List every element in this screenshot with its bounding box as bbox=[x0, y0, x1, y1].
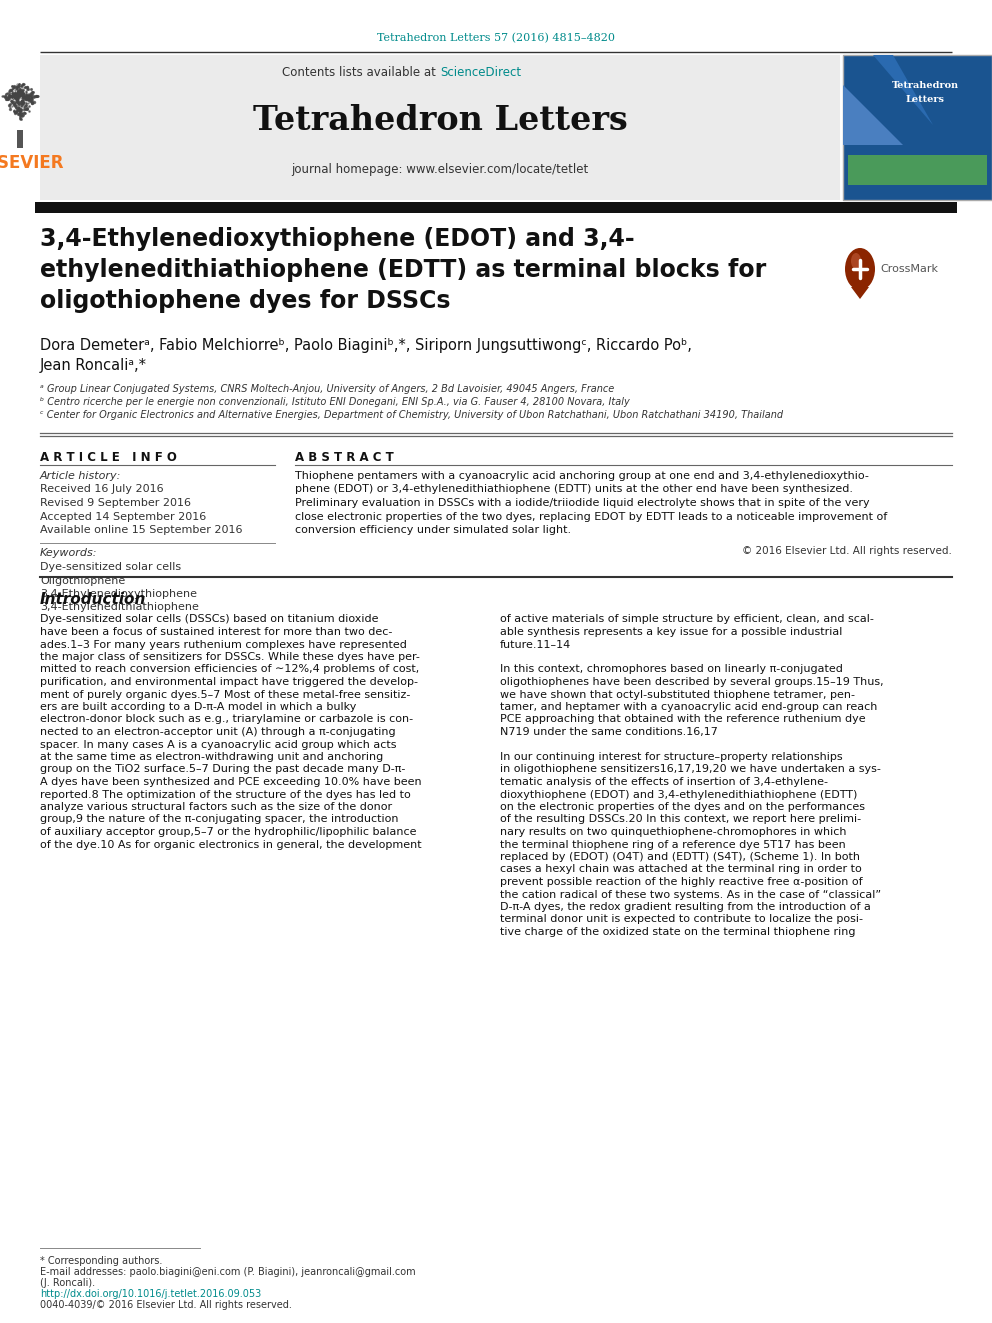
Text: 0040-4039/© 2016 Elsevier Ltd. All rights reserved.: 0040-4039/© 2016 Elsevier Ltd. All right… bbox=[40, 1301, 292, 1310]
Text: terminal donor unit is expected to contribute to localize the posi-: terminal donor unit is expected to contr… bbox=[500, 914, 863, 925]
Text: http://dx.doi.org/10.1016/j.tetlet.2016.09.053: http://dx.doi.org/10.1016/j.tetlet.2016.… bbox=[40, 1289, 261, 1299]
Text: Received 16 July 2016: Received 16 July 2016 bbox=[40, 484, 164, 495]
Text: In this context, chromophores based on linearly π-conjugated: In this context, chromophores based on l… bbox=[500, 664, 843, 675]
Text: A B S T R A C T: A B S T R A C T bbox=[295, 451, 394, 464]
Text: replaced by (EDOT) (O4T) and (EDTT) (S4T), (Scheme 1). In both: replaced by (EDOT) (O4T) and (EDTT) (S4T… bbox=[500, 852, 860, 863]
Text: nary results on two quinquethiophene-chromophores in which: nary results on two quinquethiophene-chr… bbox=[500, 827, 846, 837]
Polygon shape bbox=[843, 85, 903, 146]
Text: of active materials of simple structure by efficient, clean, and scal-: of active materials of simple structure … bbox=[500, 614, 874, 624]
Text: able synthesis represents a key issue for a possible industrial: able synthesis represents a key issue fo… bbox=[500, 627, 842, 636]
Text: A R T I C L E   I N F O: A R T I C L E I N F O bbox=[40, 451, 177, 464]
Text: oligothiophene dyes for DSSCs: oligothiophene dyes for DSSCs bbox=[40, 288, 450, 314]
Text: Tetrahedron Letters: Tetrahedron Letters bbox=[253, 103, 627, 136]
Text: Thiophene pentamers with a cyanoacrylic acid anchoring group at one end and 3,4-: Thiophene pentamers with a cyanoacrylic … bbox=[295, 471, 869, 482]
Text: ᶜ Center for Organic Electronics and Alternative Energies, Department of Chemist: ᶜ Center for Organic Electronics and Alt… bbox=[40, 410, 783, 419]
Text: Available online 15 September 2016: Available online 15 September 2016 bbox=[40, 525, 242, 534]
Text: Article history:: Article history: bbox=[40, 471, 121, 482]
Bar bbox=[848, 155, 987, 185]
Bar bbox=[843, 56, 992, 200]
Text: prevent possible reaction of the highly reactive free α-position of: prevent possible reaction of the highly … bbox=[500, 877, 863, 886]
Text: nected to an electron-acceptor unit (A) through a π-conjugating: nected to an electron-acceptor unit (A) … bbox=[40, 728, 396, 737]
Text: ers are built according to a D-π-A model in which a bulky: ers are built according to a D-π-A model… bbox=[40, 703, 356, 712]
Text: Tetrahedron: Tetrahedron bbox=[892, 81, 958, 90]
Text: Revised 9 September 2016: Revised 9 September 2016 bbox=[40, 497, 191, 508]
Text: ScienceDirect: ScienceDirect bbox=[440, 66, 521, 79]
Text: PCE approaching that obtained with the reference ruthenium dye: PCE approaching that obtained with the r… bbox=[500, 714, 866, 725]
Text: Contents lists available at: Contents lists available at bbox=[283, 66, 440, 79]
Text: 3,4-Ethylenedioxythiophene: 3,4-Ethylenedioxythiophene bbox=[40, 589, 197, 599]
Text: Dye-sensitized solar cells (DSSCs) based on titanium dioxide: Dye-sensitized solar cells (DSSCs) based… bbox=[40, 614, 379, 624]
Text: cases a hexyl chain was attached at the terminal ring in order to: cases a hexyl chain was attached at the … bbox=[500, 864, 862, 875]
Text: journal homepage: www.elsevier.com/locate/tetlet: journal homepage: www.elsevier.com/locat… bbox=[292, 164, 588, 176]
Text: group on the TiO2 surface.5–7 During the past decade many D-π-: group on the TiO2 surface.5–7 During the… bbox=[40, 765, 406, 774]
Text: (J. Roncali).: (J. Roncali). bbox=[40, 1278, 95, 1289]
Text: the major class of sensitizers for DSSCs. While these dyes have per-: the major class of sensitizers for DSSCs… bbox=[40, 652, 420, 662]
Text: on the electronic properties of the dyes and on the performances: on the electronic properties of the dyes… bbox=[500, 802, 865, 812]
Text: purification, and environmental impact have triggered the develop-: purification, and environmental impact h… bbox=[40, 677, 418, 687]
Text: * Corresponding authors.: * Corresponding authors. bbox=[40, 1256, 163, 1266]
Text: ethylenedithiathiophene (EDTT) as terminal blocks for: ethylenedithiathiophene (EDTT) as termin… bbox=[40, 258, 766, 282]
Text: 3,4-Ethylenedithiathiophene: 3,4-Ethylenedithiathiophene bbox=[40, 602, 198, 613]
Text: D-π-A dyes, the redox gradient resulting from the introduction of a: D-π-A dyes, the redox gradient resulting… bbox=[500, 902, 871, 912]
Text: Dye-sensitized solar cells: Dye-sensitized solar cells bbox=[40, 562, 182, 572]
Text: E-mail addresses: paolo.biagini@eni.com (P. Biagini), jeanroncali@gmail.com: E-mail addresses: paolo.biagini@eni.com … bbox=[40, 1267, 416, 1277]
Text: N719 under the same conditions.16,17: N719 under the same conditions.16,17 bbox=[500, 728, 718, 737]
Text: Keywords:: Keywords: bbox=[40, 549, 97, 558]
Text: Preliminary evaluation in DSSCs with a iodide/triiodide liquid electrolyte shows: Preliminary evaluation in DSSCs with a i… bbox=[295, 497, 870, 508]
Text: tive charge of the oxidized state on the terminal thiophene ring: tive charge of the oxidized state on the… bbox=[500, 927, 855, 937]
Ellipse shape bbox=[851, 253, 861, 269]
Text: we have shown that octyl-substituted thiophene tetramer, pen-: we have shown that octyl-substituted thi… bbox=[500, 689, 855, 700]
Text: of the dye.10 As for organic electronics in general, the development: of the dye.10 As for organic electronics… bbox=[40, 840, 422, 849]
Text: future.11–14: future.11–14 bbox=[500, 639, 571, 650]
Text: ᵇ Centro ricerche per le energie non convenzionali, Istituto ENI Donegani, ENI S: ᵇ Centro ricerche per le energie non con… bbox=[40, 397, 630, 407]
Bar bbox=[40, 56, 840, 200]
Text: at the same time as electron-withdrawing unit and anchoring: at the same time as electron-withdrawing… bbox=[40, 751, 383, 762]
Bar bbox=[17, 130, 23, 148]
Text: ᵃ Group Linear Conjugated Systems, CNRS Moltech-Anjou, University of Angers, 2 B: ᵃ Group Linear Conjugated Systems, CNRS … bbox=[40, 384, 614, 394]
Text: Letters: Letters bbox=[906, 95, 944, 105]
Bar bbox=[35, 202, 957, 213]
Text: spacer. In many cases A is a cyanoacrylic acid group which acts: spacer. In many cases A is a cyanoacryli… bbox=[40, 740, 397, 750]
Text: dioxythiophene (EDOT) and 3,4-ethylenedithiathiophene (EDTT): dioxythiophene (EDOT) and 3,4-ethylenedi… bbox=[500, 790, 857, 799]
Text: Oligothiophene: Oligothiophene bbox=[40, 576, 125, 586]
Text: © 2016 Elsevier Ltd. All rights reserved.: © 2016 Elsevier Ltd. All rights reserved… bbox=[742, 546, 952, 557]
Text: ades.1–3 For many years ruthenium complexes have represented: ades.1–3 For many years ruthenium comple… bbox=[40, 639, 407, 650]
Text: reported.8 The optimization of the structure of the dyes has led to: reported.8 The optimization of the struc… bbox=[40, 790, 411, 799]
Text: close electronic properties of the two dyes, replacing EDOT by EDTT leads to a n: close electronic properties of the two d… bbox=[295, 512, 887, 521]
Text: analyze various structural factors such as the size of the donor: analyze various structural factors such … bbox=[40, 802, 392, 812]
Text: ment of purely organic dyes.5–7 Most of these metal-free sensitiz-: ment of purely organic dyes.5–7 Most of … bbox=[40, 689, 411, 700]
Text: Accepted 14 September 2016: Accepted 14 September 2016 bbox=[40, 512, 206, 521]
Text: tamer, and heptamer with a cyanoacrylic acid end-group can reach: tamer, and heptamer with a cyanoacrylic … bbox=[500, 703, 877, 712]
Text: electron-donor block such as e.g., triarylamine or carbazole is con-: electron-donor block such as e.g., triar… bbox=[40, 714, 413, 725]
Text: have been a focus of sustained interest for more than two dec-: have been a focus of sustained interest … bbox=[40, 627, 393, 636]
Ellipse shape bbox=[845, 247, 875, 290]
Bar bbox=[0, 56, 40, 200]
Polygon shape bbox=[873, 56, 933, 124]
Text: CrossMark: CrossMark bbox=[880, 265, 938, 274]
Text: Introduction: Introduction bbox=[40, 593, 147, 607]
Text: of auxiliary acceptor group,5–7 or the hydrophilic/lipophilic balance: of auxiliary acceptor group,5–7 or the h… bbox=[40, 827, 417, 837]
Text: oligothiophenes have been described by several groups.15–19 Thus,: oligothiophenes have been described by s… bbox=[500, 677, 884, 687]
Text: Dora Demeterᵃ, Fabio Melchiorreᵇ, Paolo Biaginiᵇ,*, Siriporn Jungsuttiwongᶜ, Ric: Dora Demeterᵃ, Fabio Melchiorreᵇ, Paolo … bbox=[40, 337, 691, 353]
Text: tematic analysis of the effects of insertion of 3,4-ethylene-: tematic analysis of the effects of inser… bbox=[500, 777, 828, 787]
Text: phene (EDOT) or 3,4-ethylenedithiathiophene (EDTT) units at the other end have b: phene (EDOT) or 3,4-ethylenedithiathioph… bbox=[295, 484, 853, 495]
Text: the terminal thiophene ring of a reference dye 5T17 has been: the terminal thiophene ring of a referen… bbox=[500, 840, 846, 849]
Text: group,9 the nature of the π-conjugating spacer, the introduction: group,9 the nature of the π-conjugating … bbox=[40, 815, 399, 824]
Text: Tetrahedron Letters 57 (2016) 4815–4820: Tetrahedron Letters 57 (2016) 4815–4820 bbox=[377, 33, 615, 44]
Text: in oligothiophene sensitizers16,17,19,20 we have undertaken a sys-: in oligothiophene sensitizers16,17,19,20… bbox=[500, 765, 881, 774]
Text: In our continuing interest for structure–property relationships: In our continuing interest for structure… bbox=[500, 751, 842, 762]
Text: Jean Roncaliᵃ,*: Jean Roncaliᵃ,* bbox=[40, 359, 147, 373]
Text: mitted to reach conversion efficiencies of ∼12%,4 problems of cost,: mitted to reach conversion efficiencies … bbox=[40, 664, 420, 675]
Text: conversion efficiency under simulated solar light.: conversion efficiency under simulated so… bbox=[295, 525, 571, 534]
Text: A dyes have been synthesized and PCE exceeding 10.0% have been: A dyes have been synthesized and PCE exc… bbox=[40, 777, 422, 787]
Text: of the resulting DSSCs.20 In this context, we report here prelimi-: of the resulting DSSCs.20 In this contex… bbox=[500, 815, 861, 824]
Text: 3,4-Ethylenedioxythiophene (EDOT) and 3,4-: 3,4-Ethylenedioxythiophene (EDOT) and 3,… bbox=[40, 228, 635, 251]
Text: ELSEVIER: ELSEVIER bbox=[0, 153, 64, 172]
Text: the cation radical of these two systems. As in the case of “classical”: the cation radical of these two systems.… bbox=[500, 889, 881, 900]
Polygon shape bbox=[851, 287, 869, 299]
